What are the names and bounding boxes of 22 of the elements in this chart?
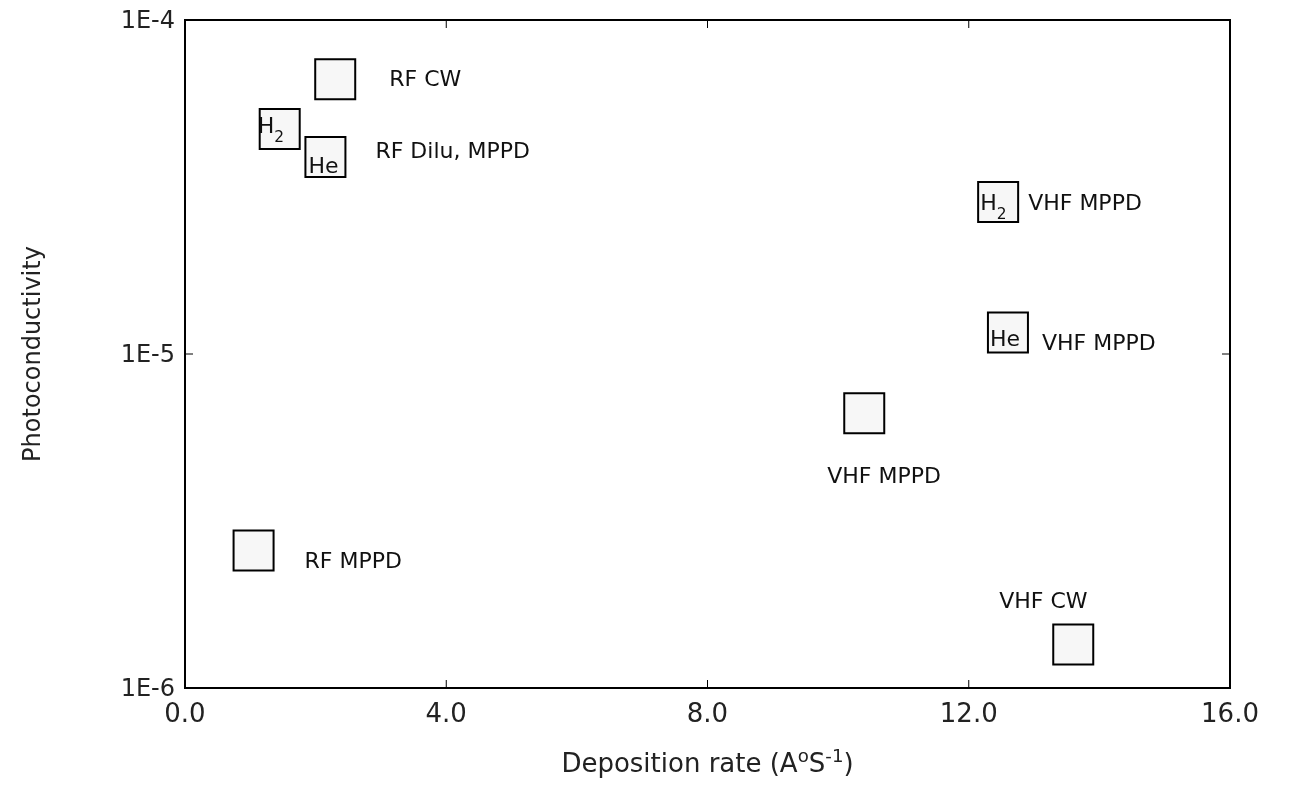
annotation: RF MPPD xyxy=(304,548,402,574)
annotation: He xyxy=(308,152,339,178)
annotation: RF Dilu, MPPD xyxy=(375,137,530,163)
x-axis-title: Deposition rate (A$^{o}$S$^{-1}$) xyxy=(561,744,854,778)
x-tick-label: 16.0 xyxy=(1201,698,1259,728)
annotation: RF CW xyxy=(389,65,462,91)
annotation: VHF MPPD xyxy=(827,462,941,488)
annotation: VHF MPPD xyxy=(1028,189,1142,215)
annotation: He xyxy=(989,326,1021,352)
x-tick-label: 4.0 xyxy=(425,698,467,728)
point xyxy=(314,58,357,101)
x-tick-label: 8.0 xyxy=(686,698,729,728)
annotation: VHF CW xyxy=(999,588,1088,614)
point xyxy=(843,392,886,435)
y-tick-label: 1E-4 xyxy=(120,6,175,35)
annotation: H$_{2}$ xyxy=(980,189,1007,223)
y-axis-title: Photoconductivity xyxy=(18,246,46,462)
annotation: VHF MPPD xyxy=(1041,330,1156,356)
x-tick-label: 12.0 xyxy=(939,698,998,728)
point xyxy=(232,529,275,572)
point xyxy=(1052,623,1095,666)
y-tick-label: 1E-5 xyxy=(120,340,175,369)
